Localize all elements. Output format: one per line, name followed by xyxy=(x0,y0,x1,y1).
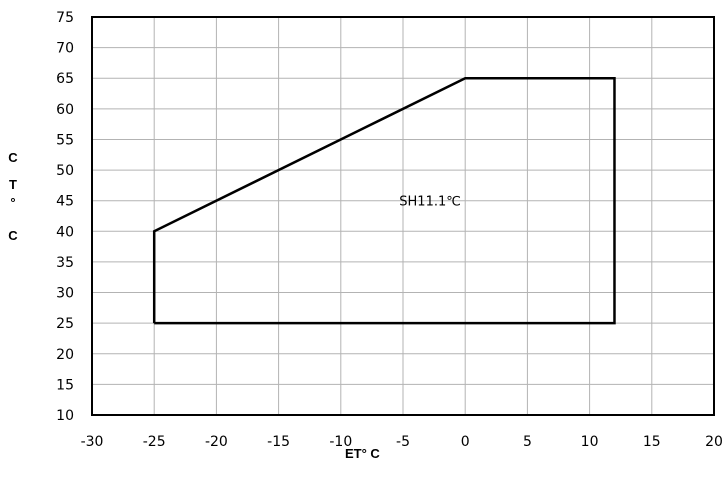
y-tick-label: 55 xyxy=(56,132,74,148)
x-tick-label: 15 xyxy=(643,434,661,450)
x-axis-title: ET° C xyxy=(345,446,380,461)
y-axis-title-char: T xyxy=(9,177,17,192)
x-tick-label: 5 xyxy=(523,434,532,450)
y-tick-label: 25 xyxy=(56,316,74,332)
y-tick-label: 40 xyxy=(56,224,74,240)
y-tick-label: 50 xyxy=(56,163,74,179)
y-tick-label: 60 xyxy=(56,102,74,118)
y-tick-label: 30 xyxy=(56,286,74,302)
x-tick-label: 20 xyxy=(705,434,723,450)
y-tick-label: 75 xyxy=(56,10,74,26)
x-tick-label: 10 xyxy=(581,434,599,450)
y-tick-labels: 10 15 20 25 30 35 40 45 50 55 60 65 70 75 xyxy=(56,10,74,424)
x-tick-labels: -30 -25 -20 -15 -10 -5 0 5 10 15 20 xyxy=(81,434,723,450)
annotation-label: SH11.1℃ xyxy=(399,195,461,210)
series-layer xyxy=(152,76,616,325)
y-axis-title-char: C xyxy=(8,150,18,165)
y-axis-title-char: C xyxy=(8,228,18,243)
y-tick-label: 70 xyxy=(56,41,74,57)
y-tick-label: 10 xyxy=(56,408,74,424)
x-tick-label: 0 xyxy=(461,434,470,450)
x-tick-label: -15 xyxy=(267,434,290,450)
x-tick-label: -25 xyxy=(143,434,166,450)
y-axis-title-char: ° xyxy=(10,195,15,210)
y-tick-label: 65 xyxy=(56,71,74,87)
plot-frame xyxy=(91,16,715,416)
y-axis-title: CT°C xyxy=(8,150,18,243)
envelope-line xyxy=(152,76,616,325)
y-tick-label: 45 xyxy=(56,194,74,210)
x-tick-label: -30 xyxy=(81,434,104,450)
y-tick-label: 35 xyxy=(56,255,74,271)
y-tick-label: 15 xyxy=(56,377,74,393)
x-tick-label: -20 xyxy=(205,434,228,450)
x-tick-label: -5 xyxy=(396,434,410,450)
annotations: SH11.1℃ xyxy=(399,195,461,210)
x-tick-label: -10 xyxy=(329,434,352,450)
y-tick-label: 20 xyxy=(56,347,74,363)
